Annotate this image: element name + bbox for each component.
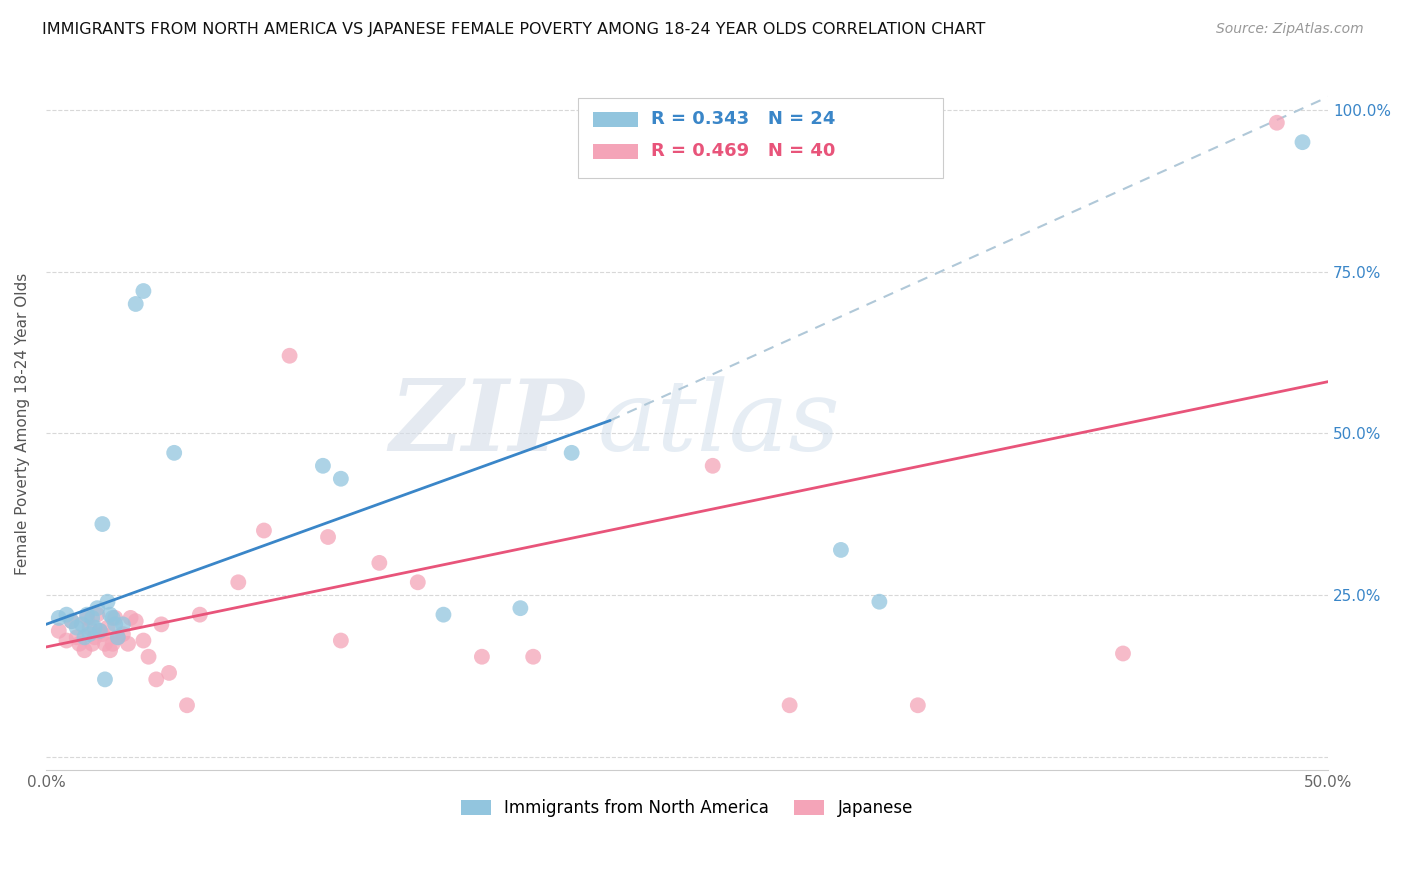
Text: R = 0.469   N = 40: R = 0.469 N = 40 — [651, 142, 835, 160]
Point — [73, 643, 96, 657]
Point — [125, 614, 148, 628]
Point — [101, 637, 124, 651]
Point — [66, 621, 89, 635]
Point — [368, 556, 391, 570]
Point — [86, 601, 108, 615]
Point — [907, 698, 929, 713]
Point — [70, 617, 93, 632]
Point — [83, 630, 105, 644]
Point — [509, 601, 531, 615]
Point — [83, 621, 105, 635]
Point — [76, 607, 98, 622]
Point — [1265, 116, 1288, 130]
Bar — [593, 112, 638, 128]
Point — [120, 611, 142, 625]
Point — [48, 624, 70, 638]
Point — [107, 630, 129, 644]
Point — [522, 649, 544, 664]
Point — [96, 595, 118, 609]
Bar — [593, 144, 638, 159]
Point — [79, 627, 101, 641]
Point — [98, 643, 121, 657]
Point — [163, 446, 186, 460]
Point — [82, 611, 104, 625]
Y-axis label: Female Poverty Among 18-24 Year Olds: Female Poverty Among 18-24 Year Olds — [15, 273, 30, 574]
Point — [253, 524, 276, 538]
Point — [73, 630, 96, 644]
Point — [125, 297, 148, 311]
Point — [188, 607, 211, 622]
Bar — [578, 98, 943, 178]
Point — [157, 665, 180, 680]
Point — [471, 649, 494, 664]
Point — [329, 472, 352, 486]
Point — [55, 633, 77, 648]
Point — [278, 349, 301, 363]
Point — [111, 627, 134, 641]
Point — [60, 614, 83, 628]
Point — [150, 617, 173, 632]
Point — [82, 637, 104, 651]
Text: ZIP: ZIP — [389, 376, 585, 472]
Point — [779, 698, 801, 713]
Text: IMMIGRANTS FROM NORTH AMERICA VS JAPANESE FEMALE POVERTY AMONG 18-24 YEAR OLDS C: IMMIGRANTS FROM NORTH AMERICA VS JAPANES… — [42, 22, 986, 37]
Point — [145, 673, 167, 687]
Point — [1291, 135, 1313, 149]
Point — [96, 621, 118, 635]
Point — [101, 611, 124, 625]
Point — [868, 595, 890, 609]
Point — [79, 621, 101, 635]
Point — [67, 637, 90, 651]
Point — [48, 611, 70, 625]
Point — [98, 607, 121, 622]
Point — [432, 607, 454, 622]
Point — [132, 633, 155, 648]
Text: Source: ZipAtlas.com: Source: ZipAtlas.com — [1216, 22, 1364, 37]
Point — [94, 673, 117, 687]
Point — [406, 575, 429, 590]
Point — [76, 611, 98, 625]
Point — [107, 630, 129, 644]
Point — [104, 617, 127, 632]
Point — [91, 516, 114, 531]
Point — [91, 627, 114, 641]
Point — [138, 649, 160, 664]
Text: atlas: atlas — [598, 376, 839, 471]
Point — [111, 617, 134, 632]
Point — [176, 698, 198, 713]
Point — [66, 630, 89, 644]
Point — [94, 637, 117, 651]
Point — [312, 458, 335, 473]
Legend: Immigrants from North America, Japanese: Immigrants from North America, Japanese — [454, 793, 920, 824]
Point — [1112, 647, 1135, 661]
Point — [226, 575, 249, 590]
Point — [316, 530, 339, 544]
Point — [702, 458, 724, 473]
Point — [89, 624, 111, 638]
Point — [89, 624, 111, 638]
Point — [132, 284, 155, 298]
Point — [60, 614, 83, 628]
Point — [561, 446, 583, 460]
Point — [55, 607, 77, 622]
Point — [117, 637, 139, 651]
Point — [830, 543, 852, 558]
Point — [86, 607, 108, 622]
Point — [104, 611, 127, 625]
Point — [329, 633, 352, 648]
Text: R = 0.343   N = 24: R = 0.343 N = 24 — [651, 110, 835, 128]
